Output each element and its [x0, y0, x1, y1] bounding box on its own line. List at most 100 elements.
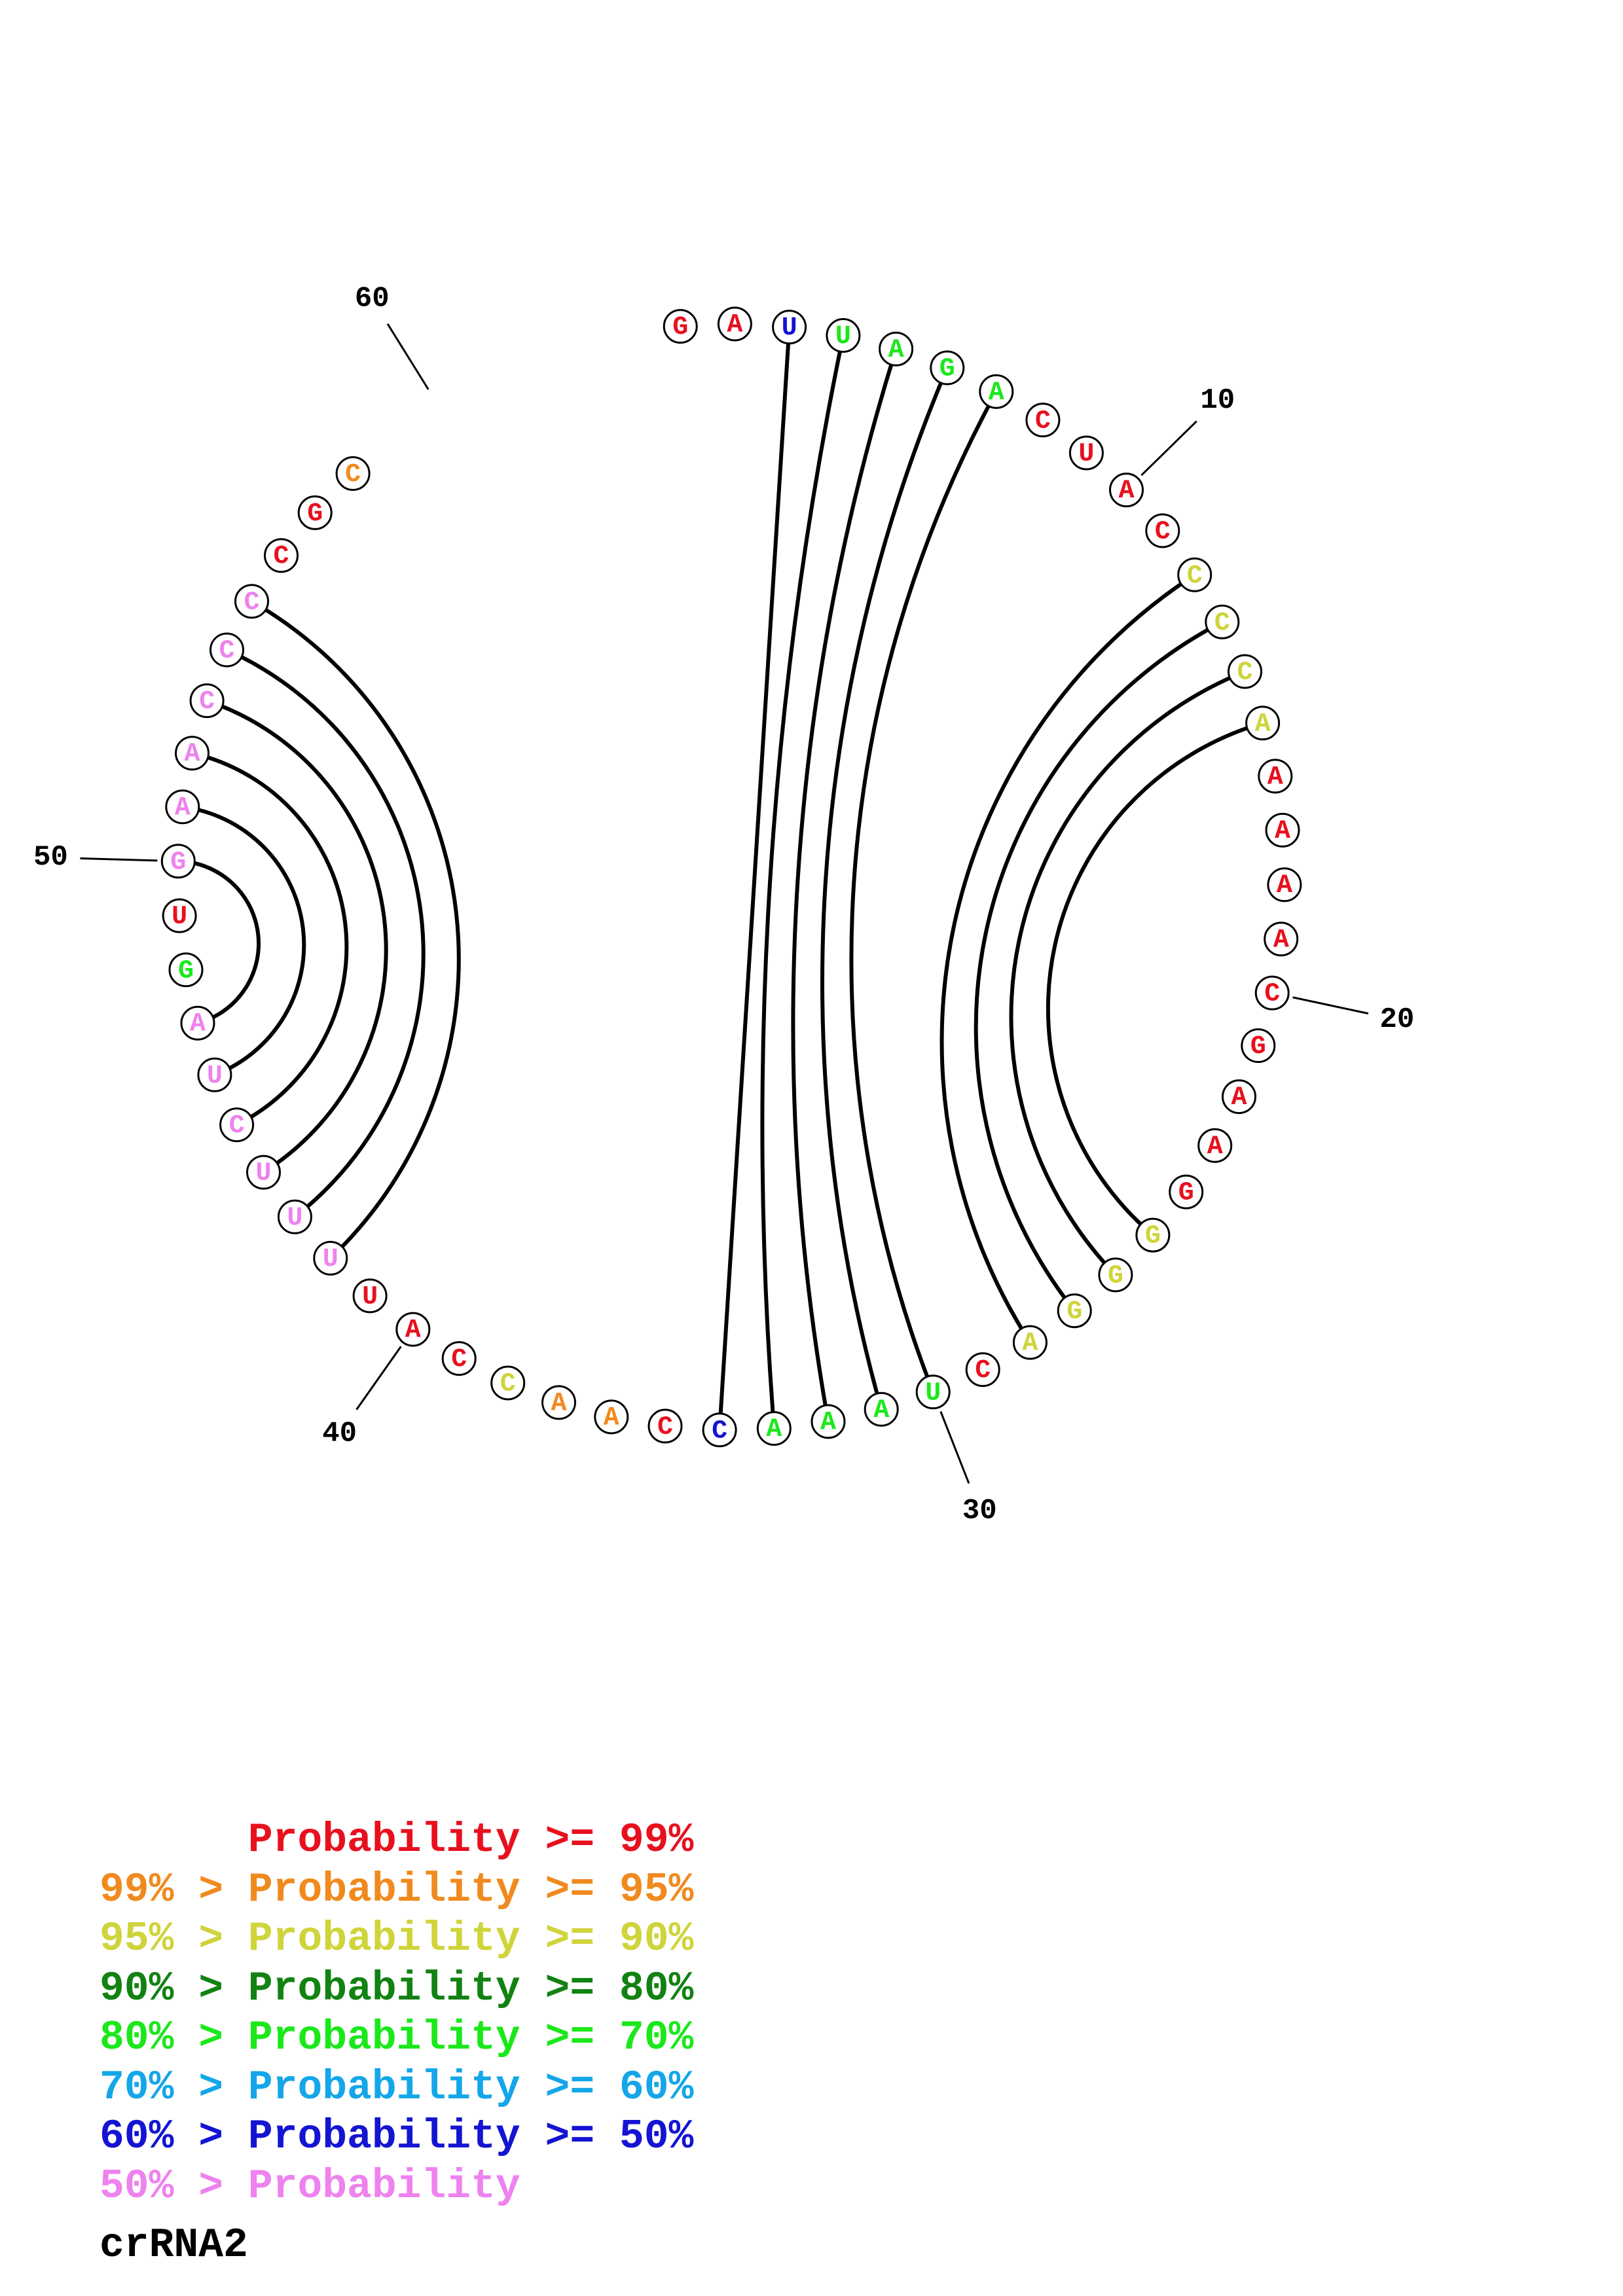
nucleotide-letter: A: [888, 336, 904, 365]
nucleotide: U: [162, 898, 197, 933]
nucleotide: A: [1264, 922, 1299, 957]
nucleotide-circle: [1222, 1079, 1256, 1115]
legend-row: 70% > Probability >= 60%: [100, 2064, 694, 2111]
nucleotide-circle: [647, 1408, 683, 1444]
nucleotide-ring: G A U U AGACUACCCCAAAAACGAAGGGGACUAAACCAACCA…: [160, 306, 1302, 1448]
nucleotide-circle: [756, 1411, 792, 1446]
base-pair-arc: [760, 334, 845, 1429]
nucleotide-circle: [594, 1399, 629, 1435]
nucleotide-letter: G: [672, 313, 688, 342]
legend-row: 95% > Probability >= 90%: [100, 1916, 694, 1962]
nucleotide-letter: U: [925, 1378, 941, 1408]
nucleotide-letter: G: [1067, 1297, 1082, 1327]
position-tick: [80, 857, 158, 862]
legend-row: 90% > Probability >= 80%: [100, 1965, 694, 2012]
nucleotide-letter: C: [657, 1412, 673, 1442]
nucleotide-letter: A: [1267, 762, 1283, 792]
nucleotide-letter: C: [1237, 658, 1252, 688]
nucleotide-letter: U: [287, 1204, 302, 1233]
nucleotide: C: [647, 1408, 683, 1444]
nucleotide: C: [1228, 654, 1262, 689]
nucleotide: A: [811, 1404, 846, 1439]
nucleotide-letter: U: [782, 314, 797, 343]
nucleotide-circle: [219, 1107, 255, 1143]
nucleotide-circle: [1205, 604, 1240, 639]
nucleotide-letter: A: [405, 1316, 421, 1346]
base-pair-arc: [191, 751, 349, 1127]
position-label: 20: [1379, 1003, 1414, 1036]
base-pair-arc: [226, 648, 426, 1219]
nucleotide-circle: [277, 1199, 312, 1234]
nucleotide-circle: [175, 736, 210, 771]
nucleotide-circle: [879, 331, 914, 367]
nucleotide: U: [772, 310, 807, 345]
nucleotide-circle: [1057, 1293, 1092, 1329]
base-pair-arc: [849, 390, 998, 1393]
base-pair-arc: [251, 600, 461, 1260]
nucleotide-letter: C: [244, 588, 259, 617]
nucleotide-circle: [864, 1391, 899, 1427]
nucleotide-circle: [1241, 1028, 1276, 1064]
nucleotide-circle: [168, 952, 204, 988]
nucleotide-circle: [1264, 922, 1299, 957]
nucleotide-letter: G: [1108, 1261, 1123, 1291]
nucleotide-circle: [395, 1312, 431, 1347]
nucleotide: U: [826, 318, 861, 353]
nucleotide: C: [1177, 557, 1213, 592]
nucleotide-letter: U: [1078, 440, 1094, 469]
nucleotide: U: [915, 1374, 951, 1410]
nucleotide: G: [160, 844, 196, 879]
base-pair-arc: [718, 327, 792, 1430]
nucleotide: C: [1145, 513, 1180, 548]
nucleotide-circle: [663, 309, 698, 344]
nucleotide-circle: [441, 1341, 477, 1376]
sequence-name: crRNA2: [100, 2222, 248, 2269]
position-tick: [386, 323, 429, 390]
nucleotide: A: [180, 1005, 215, 1041]
nucleotide-circle: [352, 1278, 388, 1314]
nucleotide-letter: G: [170, 848, 186, 877]
position-label: 30: [962, 1494, 997, 1527]
nucleotide-circle: [1197, 1128, 1233, 1163]
position-tick: [1292, 996, 1369, 1014]
nucleotide-letter: C: [1214, 609, 1230, 638]
nucleotide-circle: [915, 1374, 951, 1410]
nucleotide-circle: [811, 1404, 846, 1439]
nucleotide: A: [1012, 1325, 1048, 1360]
legend-row: 50% > Probability: [100, 2162, 520, 2210]
nucleotide-letter: A: [820, 1408, 836, 1437]
nucleotide-letter: A: [1255, 709, 1271, 739]
legend-row: 99% > Probability >= 95%: [100, 1866, 694, 1913]
nucleotide-circle: [1025, 403, 1061, 438]
nucleotide-letter: G: [939, 355, 955, 384]
nucleotide-circle: [1258, 759, 1293, 794]
legend-row: 80% > Probability >= 70%: [100, 2015, 694, 2061]
nucleotide-letter: C: [199, 687, 215, 717]
nucleotide-letter: U: [255, 1159, 271, 1189]
nucleotide: G: [1241, 1028, 1276, 1064]
nucleotide-circle: [1177, 557, 1213, 592]
nucleotide: A: [756, 1411, 792, 1446]
position-label: 50: [33, 841, 68, 874]
nucleotide-circle: [772, 310, 807, 345]
nucleotide-letter: U: [362, 1282, 378, 1312]
nucleotide-letter: C: [1187, 562, 1203, 591]
nucleotide: A: [1197, 1128, 1233, 1163]
nucleotide-letter: A: [1277, 871, 1292, 901]
nucleotide-circle: [1068, 435, 1104, 471]
nucleotide: C: [965, 1352, 1000, 1388]
nucleotide: U: [352, 1278, 388, 1314]
nucleotide-letter: A: [175, 793, 191, 823]
nucleotide-circle: [826, 318, 861, 353]
base-pair-arc: [178, 859, 261, 1026]
nucleotide-letter: C: [273, 542, 289, 571]
nucleotide: A: [1109, 473, 1144, 508]
nucleotide-circle: [335, 456, 371, 491]
nucleotide-circle: [1135, 1217, 1171, 1253]
nucleotide: A: [1258, 759, 1293, 794]
nucleotide-circle: [1098, 1257, 1133, 1293]
nucleotide-circle: [702, 1412, 737, 1448]
nucleotide-circle: [1265, 812, 1300, 848]
nucleotide-letter: U: [323, 1245, 338, 1274]
